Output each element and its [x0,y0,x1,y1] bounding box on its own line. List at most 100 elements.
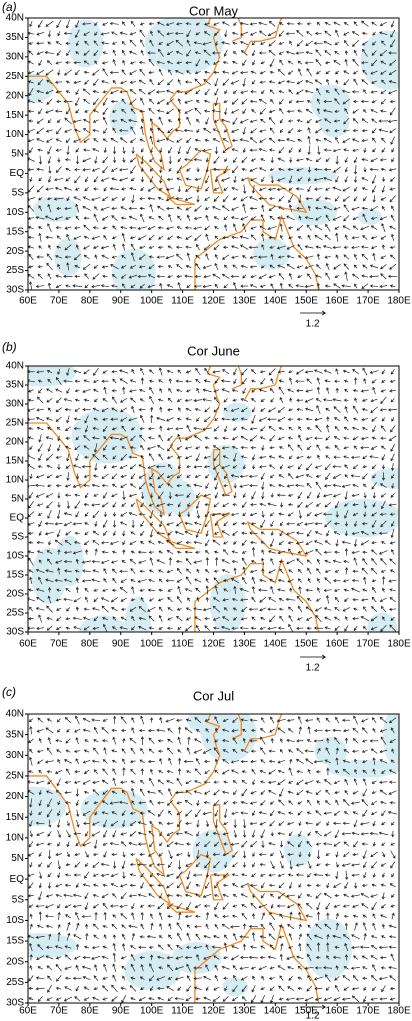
wind-vector [186,39,191,47]
wind-vector [186,116,191,126]
wind-vector [353,625,358,631]
wind-vector [362,235,368,240]
wind-vector [353,445,358,450]
wind-vector [203,31,211,36]
wind-vector [65,177,71,182]
wind-vector [232,60,238,65]
wind-vector [28,569,34,573]
wind-vector [111,996,118,1002]
wind-vector [240,718,248,722]
wind-vector [241,557,247,566]
wind-vector [157,398,164,402]
wind-vector [343,729,350,733]
wind-vector [194,51,201,55]
wind-vector [335,871,339,880]
x-tick-label: 150E [295,296,319,307]
wind-vector [72,893,82,897]
wind-vector [47,842,52,846]
wind-vector [148,453,155,461]
wind-vector [148,748,155,754]
wind-vector [249,718,258,722]
wind-vector [288,882,293,890]
wind-vector [371,100,377,104]
wind-vector [362,588,368,592]
wind-vector [140,597,144,602]
wind-vector [176,22,183,26]
wind-vector [101,484,109,488]
wind-vector [389,569,396,573]
wind-vector [307,135,311,145]
wind-vector [177,768,182,775]
wind-vector [379,408,387,412]
wind-vector [93,398,98,403]
wind-vector [195,809,201,818]
wind-vector [185,821,192,826]
wind-vector [326,933,330,940]
wind-vector [45,109,54,114]
wind-vector [343,893,350,898]
wind-vector [270,493,274,498]
wind-vector [176,922,183,931]
wind-vector [185,235,192,240]
wind-vector [44,531,54,536]
wind-vector [297,235,302,239]
wind-vector [101,41,109,45]
wind-vector [185,809,193,817]
wind-vector [203,379,211,383]
wind-vector [251,50,256,57]
wind-vector [93,417,99,421]
wind-vector [147,588,156,592]
wind-vector [223,521,228,527]
wind-vector [174,976,184,981]
wind-vector [269,966,275,970]
wind-vector [101,473,109,479]
wind-vector [260,407,266,412]
wind-vector [222,996,229,1002]
wind-vector [102,997,108,1001]
wind-vector [231,245,239,249]
wind-vector [81,579,91,583]
wind-vector [344,50,349,56]
wind-vector [193,749,203,754]
y-tick-label: 20N [6,437,24,448]
wind-vector [269,852,275,857]
wind-vector [353,417,358,421]
wind-vector [63,186,73,191]
wind-vector [159,892,163,899]
wind-vector [370,811,378,815]
wind-vector [307,567,312,575]
wind-vector [343,986,349,991]
wind-vector [138,79,146,85]
wind-vector [119,464,128,469]
wind-vector [259,502,266,506]
wind-vector [158,367,163,376]
wind-vector [379,21,387,26]
wind-vector [362,966,368,970]
wind-vector [55,963,62,972]
wind-vector [288,945,294,949]
wind-vector [324,502,331,508]
wind-vector [28,417,35,421]
wind-vector [324,379,331,383]
wind-vector [149,395,154,405]
wind-vector [55,166,62,173]
wind-vector [45,578,54,583]
wind-vector [344,464,349,469]
wind-vector [137,831,147,836]
wind-vector [55,138,62,142]
wind-vector [102,790,108,795]
wind-vector [277,80,285,85]
wind-vector [157,245,164,249]
wind-vector [288,767,293,776]
wind-vector [37,265,43,269]
wind-vector [47,273,52,280]
wind-vector [101,265,109,269]
wind-vector [296,417,303,421]
wind-vector [334,226,340,230]
wind-vector [353,165,358,175]
wind-vector [241,550,247,554]
wind-vector [221,790,230,794]
wind-vector [55,226,62,230]
wind-vector [305,606,313,612]
wind-vector [158,912,163,920]
